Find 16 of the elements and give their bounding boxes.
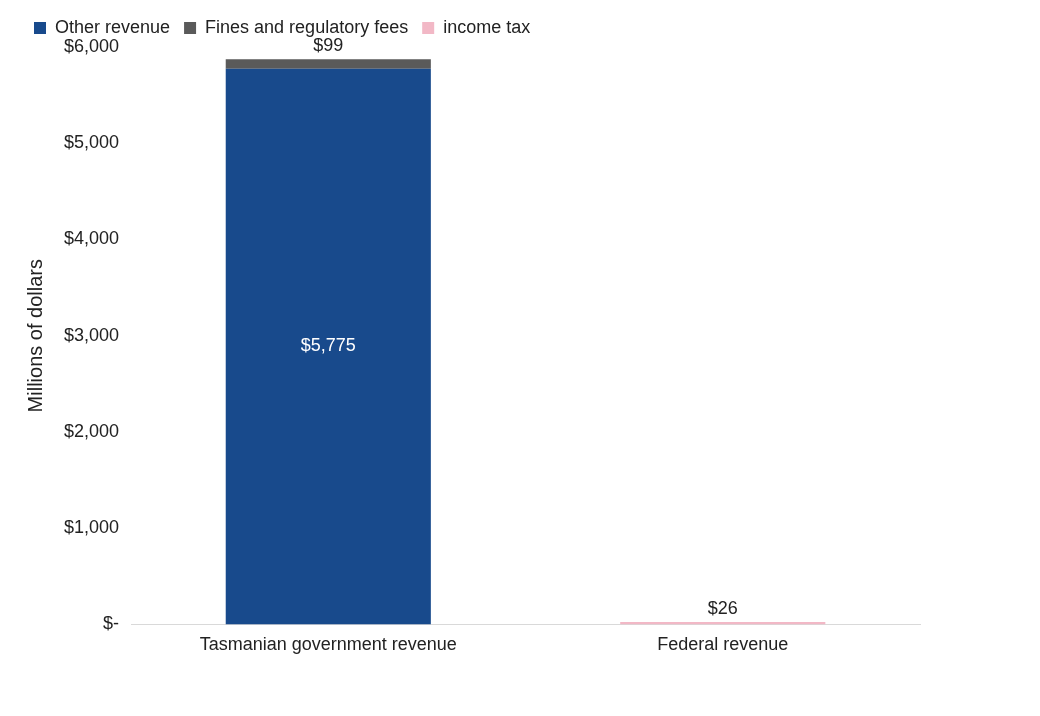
data-label: $99 [313,35,344,56]
legend-label: Fines and regulatory fees [205,16,409,37]
x-tick-label: Tasmanian government revenue [199,634,457,655]
y-tick-label: $2,000 [63,420,120,441]
y-tick-label: $4,000 [63,228,120,249]
y-tick-label: $1,000 [63,517,120,538]
y-tick-label: $3,000 [63,324,120,345]
y-tick-label: $- [103,613,120,634]
y-axis-title: Millions of dollars [23,259,46,413]
y-tick-label: $6,000 [63,35,120,56]
legend-label: Other revenue [55,16,171,37]
x-tick-label: Federal revenue [657,634,789,655]
y-tick-label: $5,000 [63,132,120,153]
legend-label: income tax [443,16,531,37]
data-label: $5,775 [300,335,356,356]
data-label: $26 [707,597,738,618]
